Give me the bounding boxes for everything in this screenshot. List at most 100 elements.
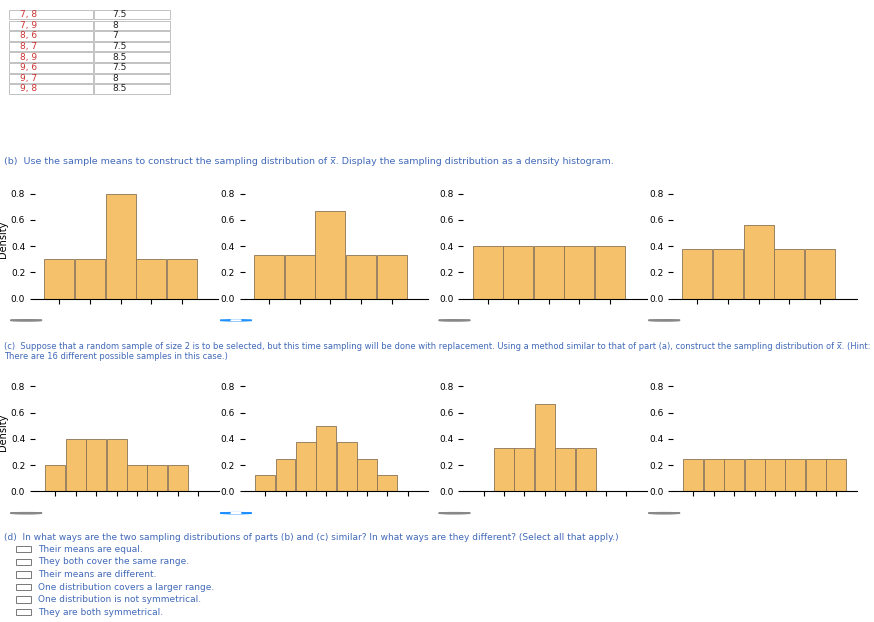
X-axis label: Sample
Mean: Sample Mean: [108, 511, 145, 533]
Text: Their means are different.: Their means are different.: [38, 570, 157, 579]
Text: 7, 9: 7, 9: [20, 21, 38, 30]
X-axis label: Sample
Mean: Sample Mean: [537, 511, 573, 533]
Bar: [106, 193, 135, 299]
X-axis label: Sample
Mean: Sample Mean: [537, 318, 573, 340]
Bar: [16, 546, 31, 552]
X-axis label: Sample
Mean: Sample Mean: [746, 511, 783, 533]
Bar: [94, 21, 170, 30]
Text: 7.5: 7.5: [112, 42, 127, 51]
Bar: [683, 458, 704, 491]
Bar: [9, 42, 93, 52]
Bar: [75, 259, 105, 299]
Bar: [94, 84, 170, 94]
Bar: [94, 42, 170, 52]
Bar: [503, 246, 533, 299]
Text: They are both symmetrical.: They are both symmetrical.: [38, 608, 163, 616]
Y-axis label: Density: Density: [0, 414, 8, 451]
X-axis label: Sample
Mean: Sample Mean: [746, 318, 783, 340]
Bar: [285, 255, 315, 299]
Bar: [107, 439, 127, 491]
Bar: [535, 404, 555, 491]
Bar: [357, 458, 377, 491]
X-axis label: Sample
Mean: Sample Mean: [108, 318, 145, 340]
Bar: [494, 448, 514, 491]
Bar: [473, 246, 503, 299]
X-axis label: Sample
Mean: Sample Mean: [318, 318, 355, 340]
Text: 9, 8: 9, 8: [20, 85, 38, 93]
Text: 7: 7: [112, 32, 118, 40]
Text: Their means are equal.: Their means are equal.: [38, 545, 143, 554]
Bar: [9, 73, 93, 83]
Bar: [94, 31, 170, 40]
Bar: [595, 246, 625, 299]
Bar: [515, 448, 534, 491]
Bar: [94, 52, 170, 62]
Y-axis label: Density: Density: [0, 221, 8, 258]
Bar: [774, 249, 804, 299]
Bar: [9, 10, 93, 19]
Bar: [94, 63, 170, 73]
Bar: [296, 442, 316, 491]
Bar: [9, 84, 93, 94]
Bar: [576, 448, 595, 491]
Text: 8: 8: [112, 21, 118, 30]
Bar: [378, 475, 398, 491]
Text: 9, 7: 9, 7: [20, 74, 38, 83]
Bar: [16, 596, 31, 603]
Bar: [713, 249, 743, 299]
Bar: [167, 259, 197, 299]
Bar: [534, 246, 564, 299]
Bar: [805, 249, 835, 299]
Bar: [316, 211, 345, 299]
Text: 8: 8: [112, 74, 118, 83]
Bar: [16, 559, 31, 565]
Bar: [254, 255, 284, 299]
Bar: [9, 52, 93, 62]
X-axis label: Sample
Mean: Sample Mean: [318, 511, 355, 533]
Text: 9, 6: 9, 6: [20, 63, 38, 72]
Bar: [765, 458, 785, 491]
Text: 8, 6: 8, 6: [20, 32, 38, 40]
Bar: [806, 458, 826, 491]
Text: (d)  In what ways are the two sampling distributions of parts (b) and (c) simila: (d) In what ways are the two sampling di…: [4, 534, 619, 542]
Text: (c)  Suppose that a random sample of size 2 is to be selected, but this time sam: (c) Suppose that a random sample of size…: [4, 341, 871, 361]
Bar: [136, 259, 166, 299]
Bar: [16, 571, 31, 578]
Bar: [45, 259, 74, 299]
Bar: [9, 21, 93, 30]
Bar: [127, 465, 147, 491]
Bar: [565, 246, 594, 299]
Text: (b)  Use the sample means to construct the sampling distribution of x̅. Display : (b) Use the sample means to construct th…: [4, 157, 614, 166]
Bar: [94, 10, 170, 19]
Bar: [168, 465, 188, 491]
Text: 8.5: 8.5: [112, 85, 127, 93]
Bar: [744, 225, 773, 299]
Bar: [346, 255, 376, 299]
Bar: [704, 458, 724, 491]
Bar: [45, 465, 66, 491]
Bar: [16, 609, 31, 616]
Bar: [66, 439, 86, 491]
Bar: [275, 458, 295, 491]
Text: One distribution is not symmetrical.: One distribution is not symmetrical.: [38, 595, 202, 604]
Bar: [826, 458, 846, 491]
Text: 8.5: 8.5: [112, 53, 127, 62]
Bar: [336, 442, 357, 491]
Text: 7, 8: 7, 8: [20, 10, 38, 19]
Bar: [555, 448, 575, 491]
Text: 8, 9: 8, 9: [20, 53, 38, 62]
Text: 8, 7: 8, 7: [20, 42, 38, 51]
Bar: [9, 31, 93, 40]
Bar: [316, 425, 336, 491]
Text: One distribution covers a larger range.: One distribution covers a larger range.: [38, 583, 215, 592]
Text: 7.5: 7.5: [112, 10, 127, 19]
Text: They both cover the same range.: They both cover the same range.: [38, 557, 190, 566]
Bar: [87, 439, 106, 491]
Bar: [94, 73, 170, 83]
Bar: [745, 458, 765, 491]
Circle shape: [220, 320, 252, 321]
Bar: [683, 249, 712, 299]
Bar: [255, 475, 275, 491]
Bar: [148, 465, 167, 491]
Bar: [9, 63, 93, 73]
